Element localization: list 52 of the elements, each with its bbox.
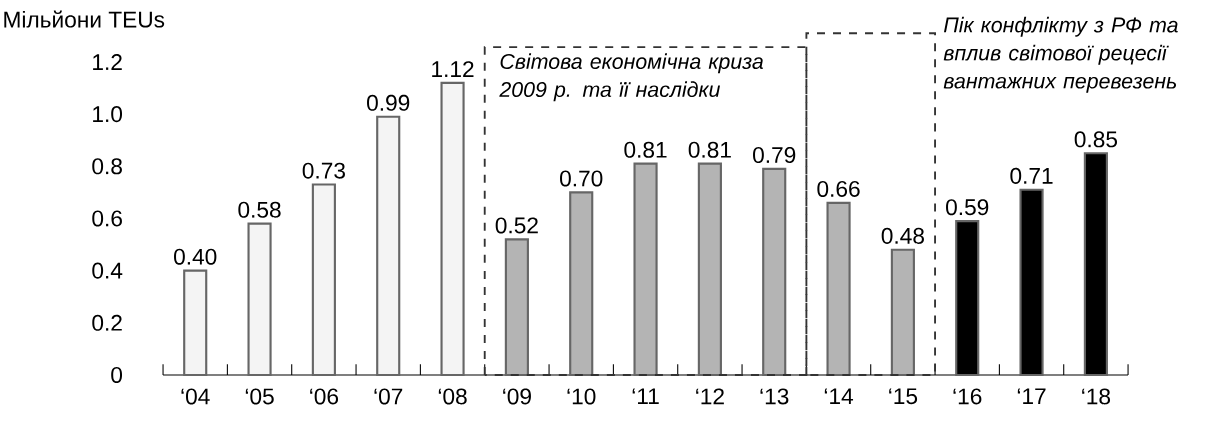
x-tick-label: ‘10 xyxy=(567,388,596,405)
bar xyxy=(569,191,594,377)
bar xyxy=(311,183,336,377)
bar xyxy=(890,248,915,377)
x-tick-label: ‘07 xyxy=(374,388,403,405)
data-label: 0.70 xyxy=(560,170,603,187)
bar xyxy=(826,201,851,377)
bar xyxy=(762,167,787,377)
data-label: 0.59 xyxy=(946,199,989,216)
data-label: 0.66 xyxy=(817,180,860,197)
data-label: 0.52 xyxy=(495,217,538,234)
annotation: Світова економічна криза 2009 р. та її наслідки xyxy=(499,53,764,102)
data-label: 0.48 xyxy=(881,227,924,244)
x-tick-label: ‘04 xyxy=(181,388,210,405)
x-tick-label: ‘14 xyxy=(824,388,854,405)
data-label: 1.12 xyxy=(432,61,474,77)
x-tick-label: ‘17 xyxy=(1017,388,1046,405)
bar xyxy=(376,115,401,377)
y-tick-label: 0.6 xyxy=(92,210,122,227)
x-tick-label: ‘08 xyxy=(438,388,467,405)
x-tick-label: ‘13 xyxy=(760,388,789,405)
bar xyxy=(697,162,722,377)
x-tick-label: ‘05 xyxy=(245,388,274,405)
y-tick-label: 0.4 xyxy=(92,262,123,279)
bar xyxy=(440,81,465,377)
y-tick-label: 1.0 xyxy=(93,106,123,123)
bar xyxy=(504,238,529,377)
y-tick-label: 0 xyxy=(111,366,123,383)
x-tick-label: ‘18 xyxy=(1082,388,1111,405)
bar xyxy=(633,162,658,377)
x-tick-label: ‘15 xyxy=(889,388,918,405)
annotation: Пік конфлікту з РФ та вплив світової рецесії вантажних перевезень xyxy=(943,16,1178,93)
data-label: 0.73 xyxy=(302,162,345,179)
x-tick-label: ‘09 xyxy=(503,388,531,405)
data-label: 0.85 xyxy=(1074,131,1118,148)
data-label: 0.99 xyxy=(367,94,410,111)
y-tick-label: 0.2 xyxy=(92,314,122,331)
y-axis-title: Мільйони TEUs xyxy=(4,10,165,28)
bar xyxy=(247,222,272,377)
x-tick-label: ‘11 xyxy=(632,388,659,405)
data-label: 0.79 xyxy=(753,146,796,164)
y-tick-label: 0.8 xyxy=(92,158,122,175)
data-label: 0.40 xyxy=(174,248,217,265)
data-label: 0.81 xyxy=(624,141,667,158)
x-tick-label: ‘06 xyxy=(310,388,339,405)
x-tick-label: ‘12 xyxy=(696,388,724,405)
x-tick-label: ‘16 xyxy=(953,388,982,405)
data-label: 0.58 xyxy=(238,201,281,218)
bar xyxy=(183,269,208,377)
data-label: 0.71 xyxy=(1010,167,1053,184)
y-tick-label: 1.2 xyxy=(93,54,122,70)
data-label: 0.81 xyxy=(688,141,731,158)
